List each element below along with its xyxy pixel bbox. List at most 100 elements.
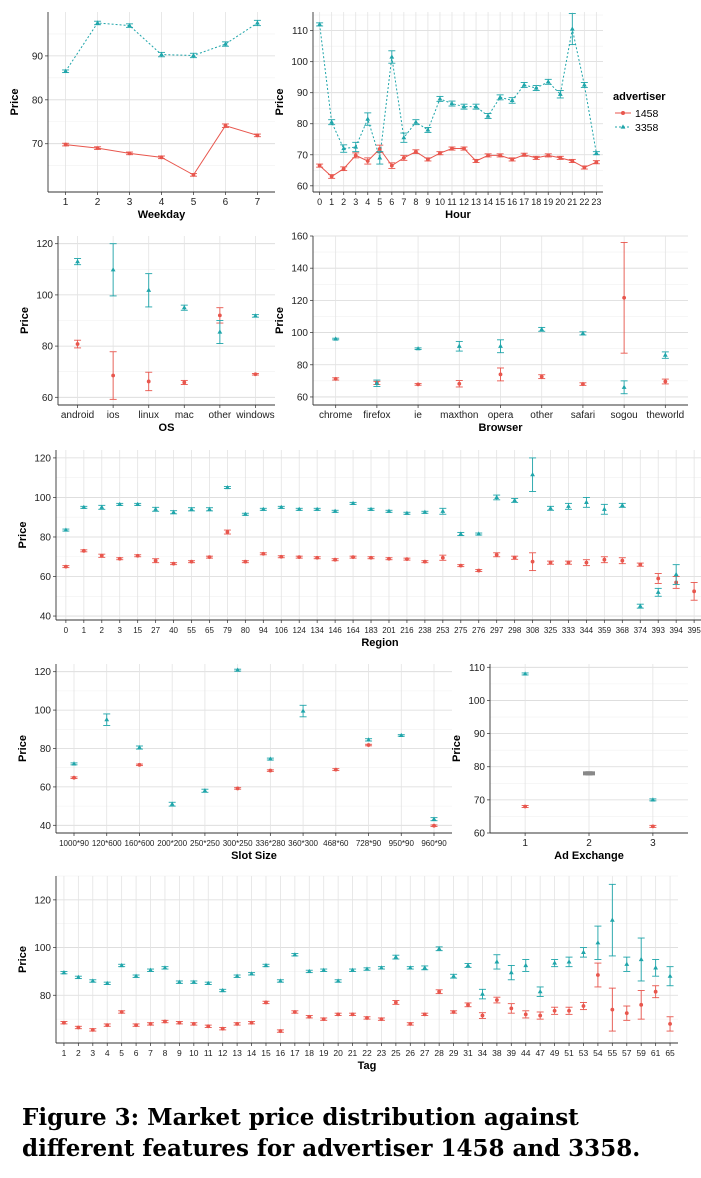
y-tick-label: 90: [474, 729, 486, 740]
x-tick-label: 5: [191, 197, 197, 208]
x-tick-label: 250*250: [190, 839, 220, 848]
data-point: [351, 555, 355, 560]
data-point: [497, 94, 503, 99]
x-tick-label: 146: [328, 626, 342, 635]
data-point: [458, 531, 464, 536]
data-point: [521, 82, 527, 87]
x-tick-label: other: [208, 410, 231, 421]
data-point: [458, 563, 463, 568]
data-point: [655, 589, 661, 594]
x-tick-label: 21: [567, 197, 577, 207]
data-point: [437, 96, 443, 101]
data-point: [350, 1012, 355, 1017]
data-point: [552, 960, 558, 965]
data-point: [321, 1017, 326, 1022]
x-tick-label: 40: [169, 626, 178, 635]
legend-item: 3358: [615, 122, 659, 134]
x-tick-label: 29: [449, 1048, 459, 1058]
x-tick-label: 0: [317, 197, 322, 207]
x-tick-label: 55: [187, 626, 196, 635]
data-point: [609, 917, 615, 922]
data-point: [267, 756, 273, 761]
x-tick-label: theworld: [646, 410, 684, 421]
series-1458: [62, 123, 261, 177]
data-point: [159, 51, 164, 57]
data-point: [191, 172, 196, 177]
data-point: [426, 157, 430, 162]
x-tick-label: 22: [579, 197, 589, 207]
data-point: [663, 379, 668, 384]
y-tick-label: 120: [34, 453, 51, 464]
x-tick-label: 18: [531, 197, 541, 207]
data-point: [662, 352, 668, 357]
x-tick-label: 27: [151, 626, 160, 635]
x-tick-label: 395: [687, 626, 701, 635]
data-point: [182, 380, 187, 385]
x-tick-label: 325: [544, 626, 558, 635]
data-point: [71, 761, 77, 766]
data-point: [557, 91, 563, 96]
series-1458: [332, 241, 669, 388]
data-point: [668, 1022, 672, 1026]
x-tick-label: 12: [218, 1048, 228, 1058]
x-tick-label: 368: [616, 626, 630, 635]
x-tick-label: 253: [436, 626, 450, 635]
plot-area: [56, 450, 701, 620]
series-line: [319, 148, 597, 178]
y-tick-label: 70: [297, 150, 309, 161]
data-point: [341, 166, 346, 171]
y-tick-label: 100: [34, 493, 51, 504]
data-point: [333, 336, 339, 341]
series-1458: [521, 804, 657, 829]
data-point: [622, 295, 627, 300]
data-point: [202, 788, 208, 793]
data-point: [494, 959, 500, 964]
x-tick-label: 79: [223, 626, 232, 635]
data-point: [153, 558, 158, 563]
x-tick-label: 336*280: [255, 839, 285, 848]
panel-browser: 60 80 100 120 140 160 chrome firefox ie maxthon op…: [274, 232, 688, 434]
data-point: [253, 313, 258, 318]
data-point: [546, 153, 551, 158]
data-point: [235, 667, 241, 672]
data-point: [638, 562, 643, 567]
data-point: [602, 557, 607, 562]
data-point: [401, 135, 407, 140]
y-tick-label: 60: [40, 572, 52, 583]
x-tick-label: 47: [535, 1048, 545, 1058]
x-tick-label: 44: [521, 1048, 531, 1058]
data-point: [653, 989, 658, 994]
data-point: [638, 956, 644, 962]
data-point: [368, 506, 374, 511]
data-point: [456, 343, 462, 348]
data-point: [63, 527, 69, 532]
data-point: [522, 152, 527, 157]
data-point: [90, 978, 96, 983]
data-point: [95, 146, 100, 150]
x-tick-label: ios: [107, 410, 120, 421]
data-point: [171, 509, 176, 514]
data-point: [104, 980, 110, 985]
data-point: [63, 142, 68, 147]
data-point: [217, 313, 222, 318]
x-tick-label: 2: [95, 197, 101, 208]
data-point: [401, 155, 406, 160]
data-point: [117, 501, 123, 506]
x-tick-label: 1: [329, 197, 334, 207]
data-point: [278, 1029, 283, 1033]
y-tick-label: 80: [297, 119, 309, 130]
legend: advertiser 1458 3358: [613, 91, 666, 134]
data-point: [278, 978, 283, 983]
data-point: [538, 1013, 543, 1018]
data-point: [255, 133, 260, 138]
data-point: [624, 961, 630, 966]
x-axis-title: OS: [159, 422, 175, 434]
data-point: [379, 1017, 384, 1022]
data-point: [537, 989, 543, 994]
data-point: [465, 962, 471, 968]
data-point: [389, 163, 394, 168]
y-axis-title: Price: [19, 307, 31, 334]
data-point: [146, 287, 152, 292]
x-tick-label: 9: [177, 1048, 182, 1058]
